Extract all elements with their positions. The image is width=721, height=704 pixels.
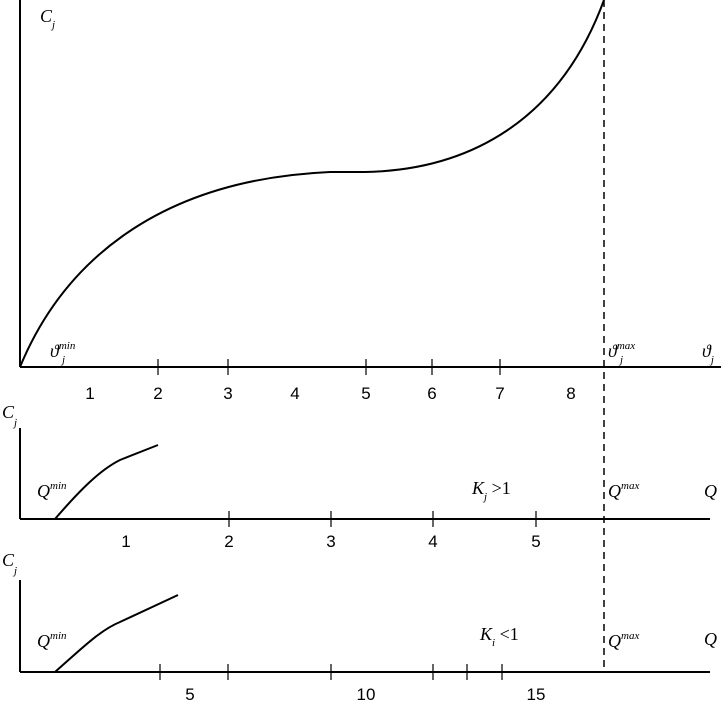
- y-label: Cj: [40, 6, 55, 31]
- y-label: Cj: [2, 402, 17, 429]
- tick-label: 4: [290, 384, 299, 403]
- label-base: Q: [37, 481, 50, 501]
- x-label: Q: [704, 481, 717, 501]
- ticks: 1 2 3 4 5: [121, 511, 541, 551]
- max-label: Qmax: [608, 480, 639, 501]
- min-label: Qmin: [37, 480, 67, 501]
- label-sup: max: [617, 340, 635, 352]
- label-base: ϑ: [608, 341, 618, 361]
- label-sup: max: [621, 630, 639, 642]
- label-base: C: [2, 402, 15, 422]
- cost-curve: [19, 0, 605, 368]
- condition: Ki <1: [479, 624, 519, 649]
- label-sub: j: [482, 491, 487, 503]
- y-label: Cj: [2, 550, 17, 577]
- label-sup: max: [621, 480, 639, 492]
- x-label: Q: [704, 629, 717, 649]
- tick-label: 8: [566, 384, 575, 403]
- label-base: C: [40, 6, 53, 26]
- tick-label: 2: [153, 384, 162, 403]
- tick-label: 7: [495, 384, 504, 403]
- label-base: ϑ: [702, 341, 712, 361]
- label-base: Q: [608, 631, 621, 651]
- tick-label: 2: [224, 532, 233, 551]
- label-sub: j: [60, 354, 65, 366]
- tick-label: 1: [121, 532, 130, 551]
- tick-label: 4: [428, 532, 437, 551]
- label-base: Q: [608, 481, 621, 501]
- cost-curve: [54, 444, 159, 520]
- max-label: Qmax: [608, 630, 639, 651]
- x-label: ϑj: [702, 341, 714, 366]
- cost-curve: [54, 594, 179, 673]
- label-base: C: [2, 550, 15, 570]
- tick-label: 5: [185, 685, 194, 704]
- tick-label: 6: [427, 384, 436, 403]
- ticks: 5 10 15: [185, 685, 545, 704]
- max-label: ϑmax j: [608, 340, 635, 366]
- tick-label: 1: [85, 384, 94, 403]
- extra-tick-marks: [159, 664, 503, 680]
- condition: Kj >1: [471, 478, 511, 503]
- label-base: K: [471, 478, 485, 498]
- tick-label: 10: [357, 685, 376, 704]
- label-sub: j: [709, 354, 714, 366]
- label-sub: j: [12, 565, 17, 577]
- label-rest: >1: [487, 478, 511, 498]
- min-label: Qmin: [37, 630, 67, 651]
- label-sub: j: [12, 417, 17, 429]
- label-sup: min: [50, 480, 67, 492]
- tick-label: 5: [361, 384, 370, 403]
- tick-label: 15: [527, 685, 546, 704]
- label-sub: i: [492, 637, 495, 649]
- label-base: Q: [37, 631, 50, 651]
- label-sub: j: [50, 19, 55, 31]
- label-base: K: [479, 624, 493, 644]
- tick-label: 3: [326, 532, 335, 551]
- min-label: ϑmin j: [50, 340, 76, 366]
- tick-label: 3: [223, 384, 232, 403]
- label-base: ϑ: [50, 341, 60, 361]
- label-rest: <1: [495, 624, 519, 644]
- ticks: 1 2 3 4 5 6 7 8: [85, 359, 576, 403]
- label-sup: min: [50, 630, 67, 642]
- tick-label: 5: [531, 532, 540, 551]
- label-sub: j: [618, 354, 623, 366]
- label-sup: min: [59, 340, 76, 352]
